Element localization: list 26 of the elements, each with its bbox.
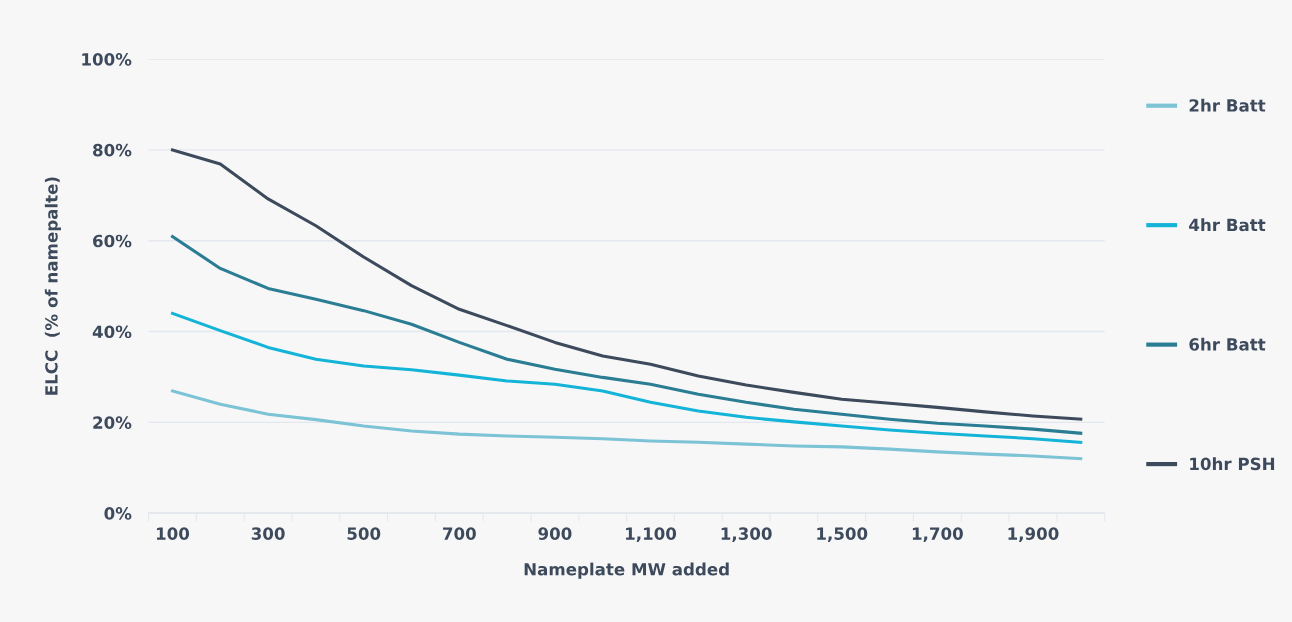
x-axis-title: Nameplate MW added [524,562,729,579]
legend-label: 4hr Batt [1189,218,1266,232]
x-tick-label: 1,700 [912,527,963,543]
y-tick-label: 20% [93,416,132,429]
y-tick-label: 80% [93,143,132,157]
line-series [170,389,1083,461]
x-tick-label: 1,300 [721,527,772,543]
x-tick-label: 1,500 [817,527,868,543]
line-series [170,235,1083,435]
x-tick-label: 100 [156,527,190,540]
y-tick-label: 0% [104,507,132,520]
legend-label: 10hr PSH [1190,457,1275,471]
x-tick-label: 1,900 [1008,527,1059,543]
line-series [170,148,1083,421]
x-tick-label: 900 [538,527,572,540]
y-axis-title: ELCC (% of namepalte) [44,177,61,395]
y-tick-label: 100% [82,53,132,66]
y-tick-label: 60% [93,234,132,248]
y-tick-label: 40% [92,325,132,339]
x-tick-label: 500 [347,527,381,540]
x-tick-label: 300 [251,527,285,540]
line-series [170,311,1083,444]
legend-label: 6hr Batt [1189,337,1266,351]
x-tick-label: 1,100 [626,527,677,543]
x-tick-label: 700 [443,527,476,540]
legend-label: 2hr Batt [1189,98,1266,112]
